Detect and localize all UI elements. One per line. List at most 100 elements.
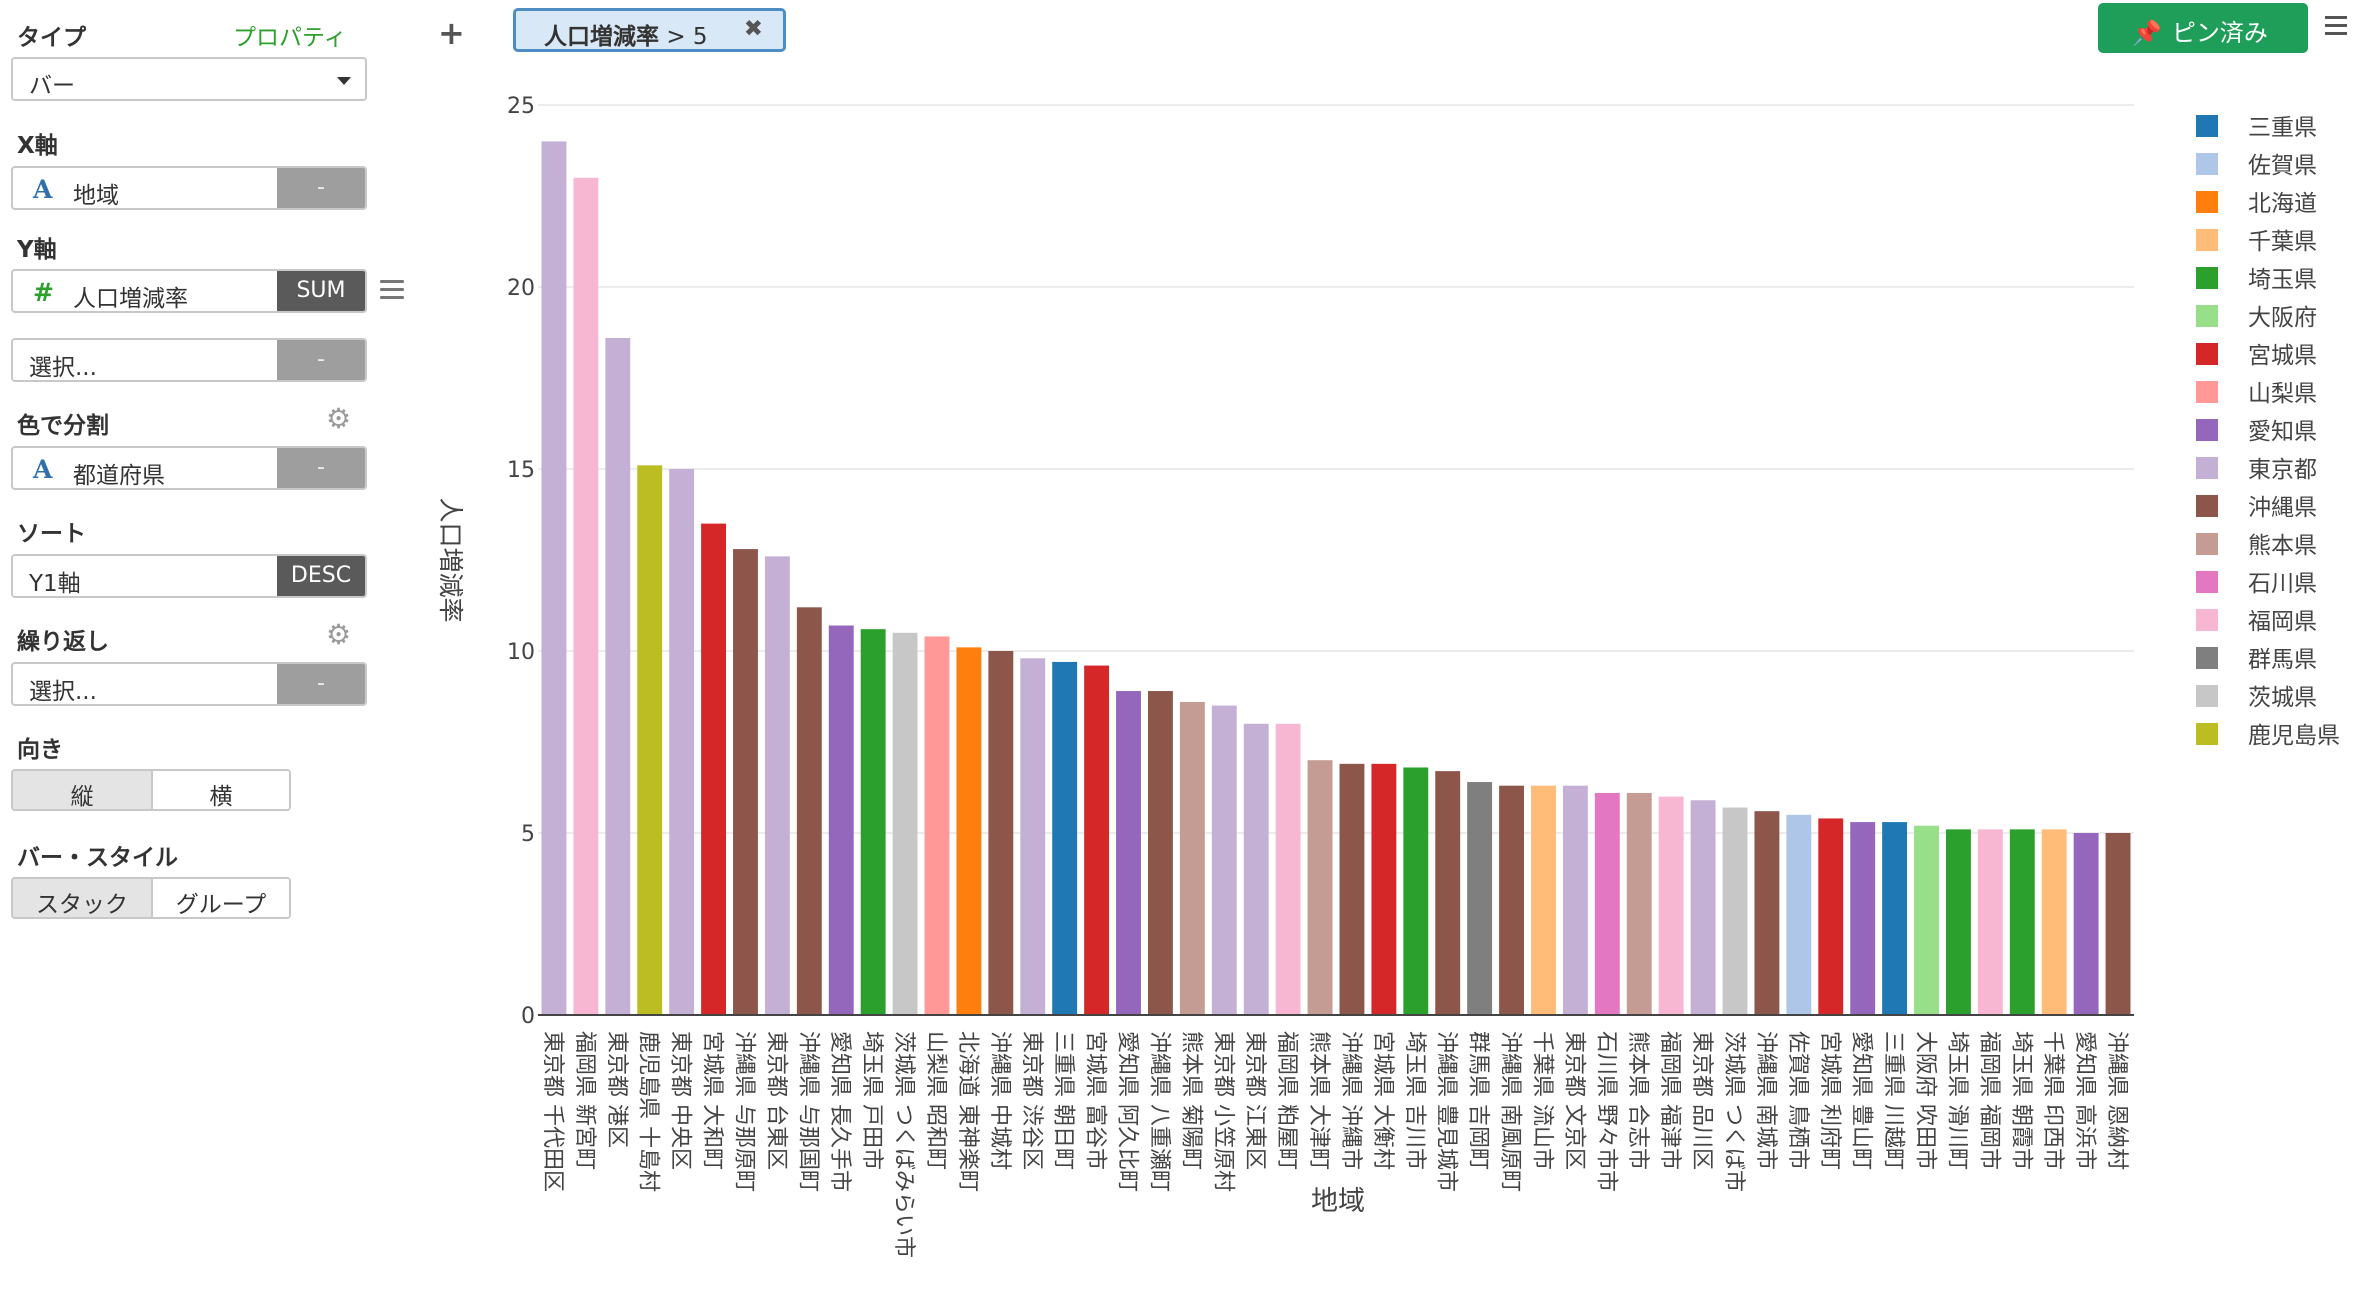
legend-label[interactable]: 東京都 — [2248, 457, 2317, 483]
bar[interactable] — [764, 556, 790, 1015]
bar[interactable] — [1786, 814, 1812, 1015]
legend-label[interactable]: 愛知県 — [2248, 419, 2317, 445]
legend-label[interactable]: 宮城県 — [2248, 343, 2317, 369]
bar-style-stack[interactable]: スタック — [13, 879, 151, 917]
legend-label[interactable]: 鹿児島県 — [2248, 723, 2340, 749]
y-axis-aggregate-button[interactable]: SUM — [277, 271, 365, 311]
legend-label[interactable]: 群馬県 — [2248, 647, 2317, 673]
bar[interactable] — [573, 177, 599, 1016]
legend-label[interactable]: 福岡県 — [2248, 609, 2317, 635]
bar[interactable] — [1531, 785, 1556, 1015]
legend-swatch[interactable] — [2196, 647, 2218, 669]
bar[interactable] — [1243, 723, 1269, 1015]
bar[interactable] — [1818, 818, 1844, 1015]
bar[interactable] — [1945, 829, 1971, 1015]
x-axis-remove-button[interactable]: - — [277, 168, 365, 208]
legend-label[interactable]: 北海道 — [2248, 191, 2317, 217]
legend-swatch[interactable] — [2196, 419, 2218, 441]
bar[interactable] — [1403, 767, 1429, 1015]
color-remove-button[interactable]: - — [277, 448, 365, 488]
bar[interactable] — [1499, 785, 1525, 1015]
legend-swatch[interactable] — [2196, 153, 2218, 175]
legend-swatch[interactable] — [2196, 343, 2218, 365]
bar[interactable] — [2041, 829, 2067, 1015]
close-icon[interactable]: ✖ — [743, 16, 763, 42]
bar[interactable] — [1084, 665, 1110, 1015]
bar[interactable] — [669, 469, 695, 1015]
filter-pill[interactable]: 人口増減率 > 5 ✖ — [513, 8, 786, 52]
bar[interactable] — [1435, 771, 1461, 1015]
bar[interactable] — [1307, 760, 1333, 1015]
bar[interactable] — [1179, 701, 1205, 1015]
repeat-field[interactable]: 選択... - — [11, 662, 367, 706]
legend-label[interactable]: 熊本県 — [2248, 533, 2317, 559]
bar[interactable] — [1850, 822, 1876, 1015]
bar[interactable] — [892, 632, 918, 1015]
bar[interactable] — [1562, 785, 1588, 1015]
bar[interactable] — [1371, 763, 1397, 1015]
bar[interactable] — [637, 465, 663, 1015]
bar[interactable] — [1977, 829, 2003, 1015]
sort-field[interactable]: Y1軸 DESC — [11, 554, 367, 598]
legend-swatch[interactable] — [2196, 267, 2218, 289]
orientation-horizontal[interactable]: 横 — [151, 771, 289, 809]
legend-swatch[interactable] — [2196, 609, 2218, 631]
legend-label[interactable]: 三重県 — [2248, 115, 2317, 141]
y-axis2-field[interactable]: 選択... - — [11, 338, 367, 382]
bar[interactable] — [1116, 691, 1141, 1015]
bar[interactable] — [605, 337, 631, 1016]
legend-label[interactable]: 大阪府 — [2248, 305, 2317, 331]
bar[interactable] — [1626, 792, 1652, 1015]
legend-swatch[interactable] — [2196, 723, 2218, 745]
legend-label[interactable]: 石川県 — [2248, 571, 2317, 597]
bar[interactable] — [956, 647, 982, 1015]
legend-swatch[interactable] — [2196, 229, 2218, 251]
legend-swatch[interactable] — [2196, 115, 2218, 137]
chart-type-select[interactable]: バー — [11, 57, 367, 101]
gear-icon[interactable]: ⚙ — [326, 402, 352, 435]
repeat-remove-button[interactable]: - — [277, 664, 365, 704]
bar[interactable] — [2105, 833, 2131, 1015]
legend-label[interactable]: 千葉県 — [2248, 229, 2317, 255]
bar[interactable] — [1020, 658, 1046, 1015]
legend-swatch[interactable] — [2196, 191, 2218, 213]
hamburger-icon[interactable] — [380, 280, 404, 300]
bar[interactable] — [1690, 800, 1716, 1015]
bar[interactable] — [1754, 811, 1780, 1015]
bar[interactable] — [1147, 691, 1173, 1015]
legend-swatch[interactable] — [2196, 533, 2218, 555]
legend-swatch[interactable] — [2196, 305, 2218, 327]
legend-label[interactable]: 茨城県 — [2248, 685, 2317, 711]
sort-direction-button[interactable]: DESC — [277, 556, 365, 596]
bar[interactable] — [541, 141, 567, 1015]
orientation-vertical[interactable]: 縦 — [13, 771, 151, 809]
bar[interactable] — [2073, 833, 2099, 1015]
bar[interactable] — [1211, 705, 1237, 1015]
legend-label[interactable]: 沖縄県 — [2248, 495, 2317, 521]
legend-label[interactable]: 佐賀県 — [2248, 153, 2317, 179]
legend-swatch[interactable] — [2196, 381, 2218, 403]
bar[interactable] — [1722, 807, 1748, 1015]
x-axis-field[interactable]: A 地域 - — [11, 166, 367, 210]
bar[interactable] — [2009, 829, 2035, 1015]
legend-swatch[interactable] — [2196, 495, 2218, 517]
hamburger-icon[interactable] — [2325, 16, 2347, 38]
bar[interactable] — [1467, 782, 1493, 1015]
bar[interactable] — [1658, 796, 1684, 1015]
bar[interactable] — [924, 636, 950, 1015]
bar[interactable] — [1914, 825, 1939, 1015]
bar[interactable] — [1594, 792, 1620, 1015]
bar[interactable] — [1052, 661, 1078, 1015]
legend-label[interactable]: 山梨県 — [2248, 381, 2317, 407]
property-link[interactable]: プロパティ — [233, 25, 347, 51]
color-field[interactable]: A 都道府県 - — [11, 446, 367, 490]
pin-button[interactable]: 📌 ピン済み — [2098, 3, 2308, 53]
legend-swatch[interactable] — [2196, 457, 2218, 479]
legend-swatch[interactable] — [2196, 685, 2218, 707]
bar[interactable] — [733, 549, 758, 1015]
gear-icon[interactable]: ⚙ — [326, 618, 352, 651]
legend-swatch[interactable] — [2196, 571, 2218, 593]
y-axis-field[interactable]: # 人口増減率 SUM — [11, 269, 367, 313]
bar[interactable] — [988, 651, 1014, 1015]
bar[interactable] — [828, 625, 854, 1015]
